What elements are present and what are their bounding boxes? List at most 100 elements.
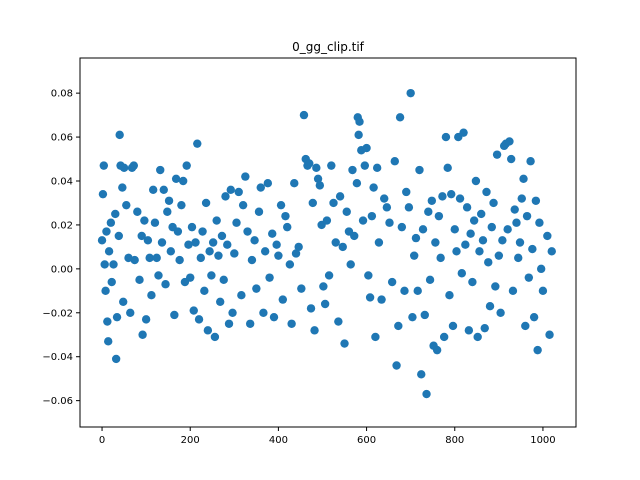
data-point [510, 205, 519, 214]
data-point [441, 132, 451, 142]
data-point [259, 308, 268, 317]
data-point [450, 225, 459, 234]
data-point [122, 200, 131, 210]
data-point [312, 163, 321, 173]
data-point [448, 321, 458, 331]
data-point [360, 161, 370, 170]
data-point [245, 319, 255, 328]
x-tick-label: 800 [445, 435, 464, 446]
data-point [327, 161, 336, 170]
data-point [112, 312, 122, 322]
data-points [97, 88, 556, 399]
data-point [367, 211, 377, 221]
data-point [431, 238, 440, 247]
data-point [374, 238, 384, 247]
data-point [272, 240, 281, 249]
data-point [178, 176, 188, 186]
data-point [404, 203, 414, 212]
x-axis-ticks: 0 200 400 600 800 1000 [99, 427, 556, 446]
data-point [208, 238, 218, 247]
data-point [101, 286, 110, 296]
data-point [193, 139, 202, 148]
data-point [106, 218, 116, 227]
data-point [99, 161, 109, 170]
data-point [287, 319, 296, 328]
data-point [461, 240, 470, 249]
data-point [531, 196, 541, 205]
data-point [147, 291, 156, 300]
data-point [459, 128, 468, 137]
data-point [100, 260, 109, 269]
data-point [115, 130, 124, 140]
data-point [161, 280, 170, 289]
data-point [334, 317, 343, 326]
data-point [217, 231, 227, 241]
data-point [409, 251, 419, 260]
data-point [443, 163, 452, 173]
data-point [522, 211, 532, 221]
data-point [269, 312, 279, 322]
data-point [198, 227, 207, 236]
data-point [362, 143, 371, 153]
data-point [263, 179, 273, 188]
data-point [526, 157, 535, 166]
data-point [492, 150, 502, 159]
x-tick-label: 1000 [530, 435, 555, 446]
data-point [152, 253, 161, 263]
data-point [313, 174, 323, 183]
data-point [364, 271, 373, 280]
data-point [268, 229, 277, 238]
data-point [377, 295, 386, 304]
data-point [182, 161, 191, 170]
data-point [358, 216, 368, 225]
data-point [119, 163, 129, 173]
data-point [477, 209, 486, 219]
y-tick-label: −0.06 [42, 396, 73, 407]
data-point [228, 308, 237, 317]
data-point [111, 209, 120, 219]
data-point [247, 255, 257, 265]
data-point [464, 326, 474, 335]
data-point [118, 183, 127, 192]
data-point [517, 194, 526, 203]
data-point [394, 321, 403, 331]
data-point [166, 247, 176, 256]
data-point [319, 282, 328, 291]
data-point [418, 225, 428, 234]
data-point [392, 361, 401, 370]
data-point [355, 117, 364, 126]
data-point [434, 211, 444, 221]
data-point [482, 187, 491, 197]
y-tick-label: 0.04 [51, 177, 73, 188]
data-point [230, 249, 239, 258]
data-point [224, 319, 234, 328]
data-point [380, 194, 389, 203]
data-point [340, 339, 349, 348]
data-point [455, 194, 465, 203]
data-point [535, 218, 544, 227]
y-tick-label: −0.02 [42, 308, 73, 319]
y-tick-label: 0.02 [51, 220, 73, 231]
data-point [159, 185, 168, 194]
y-tick-label: 0.00 [51, 264, 73, 275]
data-point [126, 308, 135, 317]
data-point [400, 286, 409, 296]
data-point [397, 222, 407, 232]
data-point [154, 271, 163, 280]
data-point [505, 137, 514, 146]
data-point [111, 354, 121, 364]
data-point [395, 113, 405, 122]
data-point [538, 286, 548, 296]
data-point [299, 110, 309, 120]
data-point [163, 207, 172, 216]
data-point [475, 247, 484, 256]
data-point [98, 189, 108, 199]
data-point [221, 192, 230, 201]
data-point [468, 277, 477, 287]
data-point [252, 284, 261, 293]
data-point [420, 310, 429, 320]
data-point [291, 249, 301, 258]
data-point [371, 332, 380, 342]
data-point [528, 244, 537, 254]
data-point [536, 264, 546, 274]
